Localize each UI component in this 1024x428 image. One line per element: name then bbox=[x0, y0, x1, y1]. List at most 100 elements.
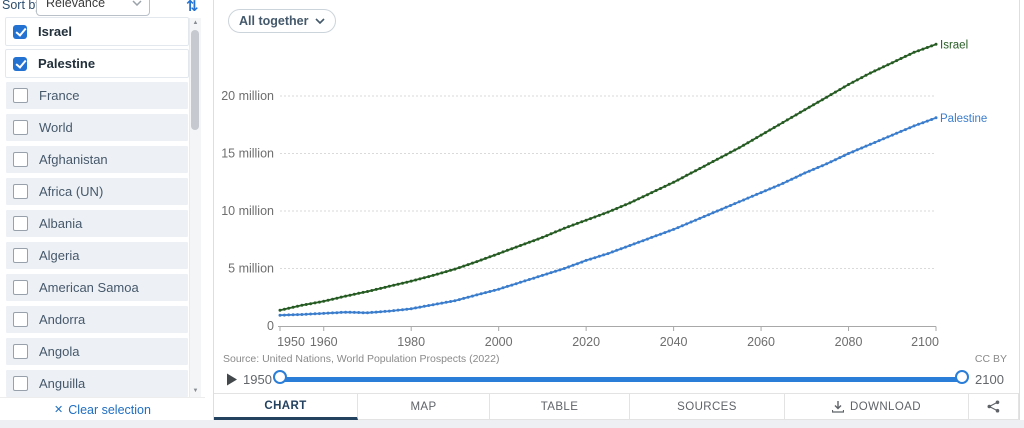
data-point bbox=[387, 284, 391, 288]
timeline-end-handle[interactable] bbox=[955, 370, 969, 384]
checkbox-icon[interactable] bbox=[13, 312, 28, 327]
tab-table[interactable]: TABLE bbox=[490, 394, 630, 420]
data-point bbox=[396, 282, 400, 286]
checkbox-icon[interactable] bbox=[13, 120, 28, 135]
timeline-start-handle[interactable] bbox=[273, 370, 287, 384]
data-point bbox=[602, 212, 606, 216]
data-point bbox=[812, 103, 815, 107]
entity-row-israel[interactable]: Israel bbox=[6, 18, 188, 45]
x-axis-tick-label: 2040 bbox=[660, 335, 688, 349]
data-point bbox=[510, 283, 514, 287]
data-point bbox=[877, 67, 881, 71]
entity-row-albania[interactable]: Albania bbox=[6, 210, 188, 237]
close-icon: ✕ bbox=[54, 404, 64, 416]
checkbox-icon[interactable] bbox=[13, 184, 28, 199]
checkbox-icon[interactable] bbox=[13, 376, 28, 391]
entity-row-africa-un-[interactable]: Africa (UN) bbox=[6, 178, 188, 205]
entity-row-palestine[interactable]: Palestine bbox=[6, 50, 188, 77]
data-point bbox=[335, 296, 339, 300]
data-point bbox=[401, 281, 404, 285]
entity-row-andorra[interactable]: Andorra bbox=[6, 306, 188, 333]
checkbox-icon[interactable] bbox=[13, 344, 28, 359]
data-point bbox=[519, 244, 522, 247]
entity-row-american-samoa[interactable]: American Samoa bbox=[6, 274, 188, 301]
data-point bbox=[431, 273, 435, 277]
checkbox-icon[interactable] bbox=[13, 152, 28, 167]
data-point bbox=[348, 293, 352, 297]
data-point bbox=[589, 217, 592, 221]
data-point bbox=[597, 254, 601, 258]
series-line-palestine[interactable] bbox=[279, 116, 937, 317]
series-end-label-israel[interactable]: Israel bbox=[940, 39, 968, 51]
data-point bbox=[689, 171, 693, 175]
data-point bbox=[344, 294, 348, 298]
data-point bbox=[475, 293, 479, 297]
data-point bbox=[449, 268, 453, 272]
data-point bbox=[737, 200, 741, 204]
clear-selection-label: Clear selection bbox=[68, 402, 151, 417]
data-point bbox=[567, 265, 571, 269]
sort-select[interactable]: Relevance bbox=[36, 0, 150, 16]
checkbox-icon[interactable] bbox=[13, 280, 28, 295]
license-label[interactable]: CC BY bbox=[974, 353, 1007, 365]
data-point bbox=[860, 146, 864, 150]
entity-row-anguilla[interactable]: Anguilla bbox=[6, 370, 188, 397]
tab-map[interactable]: MAP bbox=[358, 394, 490, 420]
data-point bbox=[431, 303, 435, 307]
data-point bbox=[794, 175, 798, 179]
series-end-label-palestine[interactable]: Palestine bbox=[940, 113, 987, 125]
entity-row-world[interactable]: World bbox=[6, 114, 188, 141]
tab-share[interactable] bbox=[969, 394, 1019, 420]
play-icon[interactable] bbox=[226, 373, 238, 386]
entity-row-angola[interactable]: Angola bbox=[6, 338, 188, 365]
entity-row-france[interactable]: France bbox=[6, 82, 188, 109]
data-point bbox=[549, 271, 553, 275]
data-point bbox=[335, 311, 339, 315]
series-line-israel[interactable] bbox=[279, 43, 937, 312]
sort-select-value: Relevance bbox=[46, 0, 106, 10]
data-point bbox=[746, 141, 750, 145]
data-point bbox=[352, 292, 356, 296]
tab-chart[interactable]: CHART bbox=[214, 394, 358, 420]
timeline-start-year[interactable]: 1950 bbox=[243, 372, 272, 387]
data-point bbox=[833, 90, 837, 94]
checkbox-icon[interactable] bbox=[13, 88, 28, 103]
x-axis-tick-label: 2060 bbox=[747, 335, 775, 349]
data-point bbox=[449, 300, 453, 303]
sort-direction-icon[interactable]: ⇅ bbox=[186, 0, 199, 15]
grouping-dropdown[interactable]: All together bbox=[228, 9, 337, 33]
tab-sources[interactable]: SOURCES bbox=[630, 394, 785, 420]
entity-row-algeria[interactable]: Algeria bbox=[6, 242, 188, 269]
scrollbar-thumb[interactable] bbox=[191, 30, 199, 130]
data-point bbox=[558, 228, 562, 232]
timeline-end-year[interactable]: 2100 bbox=[975, 372, 1004, 387]
data-point bbox=[899, 129, 903, 133]
data-point bbox=[711, 211, 715, 215]
data-point bbox=[466, 295, 470, 299]
clear-selection-button[interactable]: ✕ Clear selection bbox=[0, 397, 205, 421]
data-point bbox=[724, 205, 728, 209]
data-point bbox=[895, 131, 899, 135]
scroll-up-arrow-icon[interactable]: ▲ bbox=[192, 20, 199, 26]
data-point bbox=[676, 226, 680, 230]
data-point bbox=[624, 203, 627, 207]
entity-label: Albania bbox=[39, 216, 83, 231]
entity-row-afghanistan[interactable]: Afghanistan bbox=[6, 146, 188, 173]
checkbox-icon[interactable] bbox=[13, 248, 28, 263]
x-axis-tick-label: 1960 bbox=[310, 335, 338, 349]
tab-download[interactable]: DOWNLOAD bbox=[785, 394, 969, 420]
checkbox-icon[interactable] bbox=[13, 216, 28, 231]
data-point bbox=[820, 98, 824, 102]
timeline-track[interactable] bbox=[280, 377, 964, 382]
data-point bbox=[729, 150, 732, 154]
data-point bbox=[702, 215, 706, 218]
scroll-down-arrow-icon[interactable]: ▼ bbox=[192, 388, 199, 394]
checkbox-checked-icon[interactable] bbox=[13, 56, 27, 71]
data-point bbox=[921, 121, 925, 125]
scrollbar[interactable]: ▲ ▼ bbox=[189, 18, 201, 397]
data-point bbox=[711, 160, 715, 163]
data-point bbox=[680, 176, 684, 180]
data-point bbox=[768, 187, 772, 191]
checkbox-checked-icon[interactable] bbox=[13, 24, 27, 39]
data-point bbox=[768, 128, 772, 132]
